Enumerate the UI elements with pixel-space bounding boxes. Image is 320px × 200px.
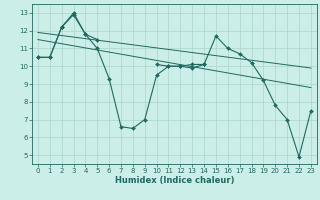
- X-axis label: Humidex (Indice chaleur): Humidex (Indice chaleur): [115, 176, 234, 185]
